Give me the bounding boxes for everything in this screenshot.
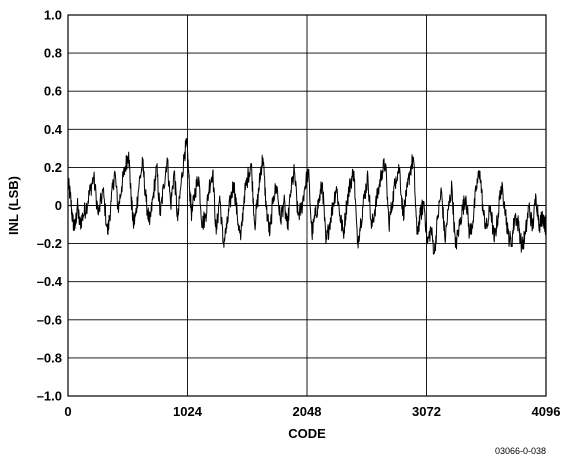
y-tick-label: 0.4 <box>44 122 63 137</box>
figure-id: 03066-0-038 <box>495 446 546 456</box>
x-tick-label: 4096 <box>532 404 561 419</box>
plot-frame <box>67 14 547 397</box>
y-tick-label: 0.6 <box>44 84 62 99</box>
y-tick-label: –0.6 <box>37 312 62 327</box>
x-tick-label: 1024 <box>173 404 203 419</box>
y-tick-label: –1.0 <box>37 389 62 404</box>
y-tick-label: 0.8 <box>44 46 62 61</box>
inl-series-line <box>67 138 547 255</box>
x-tick-label: 3072 <box>412 404 441 419</box>
x-tick-label: 0 <box>64 404 71 419</box>
y-tick-label: –0.4 <box>37 274 63 289</box>
x-tick-label: 2048 <box>293 404 322 419</box>
tick-labels: 1.00.80.60.40.20–0.2–0.4–0.6–0.8–1.00 102… <box>37 8 561 420</box>
y-tick-label: 0.2 <box>44 160 62 175</box>
y-tick-label: –0.2 <box>37 236 62 251</box>
y-tick-label: –0.8 <box>37 350 62 365</box>
y-tick-label: 1.0 <box>44 8 62 23</box>
y-axis-title: INL (LSB) <box>6 176 21 235</box>
y-tick-label: 0 <box>55 198 62 213</box>
series-layer <box>67 138 547 255</box>
x-axis-title: CODE <box>288 426 326 441</box>
